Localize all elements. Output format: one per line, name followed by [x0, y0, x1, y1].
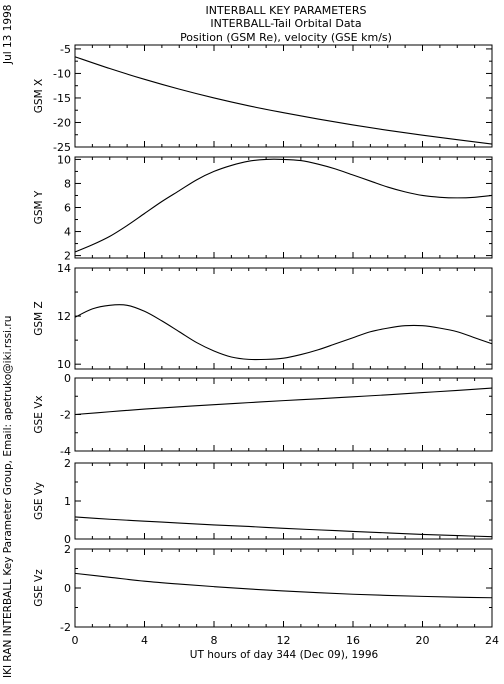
panel-1-ylabel: GSM X [33, 79, 45, 113]
panel-4-ytick-label: -2 [60, 409, 71, 422]
panel-6-series-line [74, 572, 493, 599]
panel-3-ytick-label: 10 [57, 358, 71, 371]
panel-3-ytick-label: 14 [57, 262, 71, 275]
panel-1-ytick-label: -25 [53, 141, 71, 154]
panel-4-series-line [74, 387, 493, 416]
x-tick-label: 16 [346, 634, 360, 647]
panel-2-ytick-label: 10 [57, 153, 71, 166]
panel-1-ytick-label: -5 [60, 43, 71, 56]
x-tick-label: 24 [485, 634, 499, 647]
figure-title: INTERBALL KEY PARAMETERS [206, 4, 367, 17]
panel-3-ytick-label: 12 [57, 310, 71, 323]
panel-4-ytick-label: 0 [64, 372, 71, 385]
panel-5-series-line [74, 516, 493, 538]
panel-5-ytick-label: 1 [64, 495, 71, 508]
panel-2-ytick-label: 4 [64, 226, 71, 239]
panel-4-frame [74, 377, 493, 452]
x-axis-label: UT hours of day 344 (Dec 09), 1996 [190, 649, 379, 661]
panel-6-ytick-label: 2 [64, 543, 71, 556]
panel-3-frame [74, 267, 493, 370]
panel-2-series-line [74, 158, 493, 253]
panel-6-ytick-label: -2 [60, 621, 71, 634]
panel-4-ylabel: GSE Vx [33, 395, 45, 433]
panel-2-ylabel: GSM Y [33, 190, 45, 224]
panel-2-ytick-label: 6 [64, 202, 71, 215]
panel-5-frame [74, 462, 493, 540]
panel-1-series-line [74, 56, 493, 145]
panel-1-ytick-label: -20 [53, 116, 71, 129]
panel-2-ytick-label: 8 [64, 177, 71, 190]
x-tick-label: 0 [72, 634, 79, 647]
figure-subtitle-1: INTERBALL-Tail Orbital Data [210, 17, 361, 30]
panel-2-frame [74, 156, 493, 259]
panel-1-frame [74, 44, 493, 148]
panel-5-ylabel: GSE Vy [33, 482, 45, 520]
panel-1-ytick-label: -15 [53, 92, 71, 105]
panel-5-ytick-label: 0 [64, 533, 71, 546]
x-tick-label: 8 [211, 634, 218, 647]
figure-subtitle-2: Position (GSM Re), velocity (GSE km/s) [180, 31, 392, 44]
panel-5-ytick-label: 2 [64, 457, 71, 470]
panel-3-series-line [74, 304, 493, 361]
x-tick-label: 4 [141, 634, 148, 647]
panel-3-ylabel: GSM Z [33, 301, 45, 335]
x-tick-label: 20 [416, 634, 430, 647]
panel-1-ytick-label: -10 [53, 67, 71, 80]
x-tick-label: 12 [277, 634, 291, 647]
panel-6-frame [74, 548, 493, 628]
panel-6-ylabel: GSE Vz [33, 569, 45, 607]
side-date-label: Jul 13 1998 [2, 5, 14, 65]
panel-2-ytick-label: 2 [64, 250, 71, 263]
side-credit-label: IKI RAN INTERBALL Key Parameter Group, E… [2, 316, 14, 678]
panel-6-ytick-label: 0 [64, 582, 71, 595]
panel-4-ytick-label: -4 [60, 445, 71, 458]
